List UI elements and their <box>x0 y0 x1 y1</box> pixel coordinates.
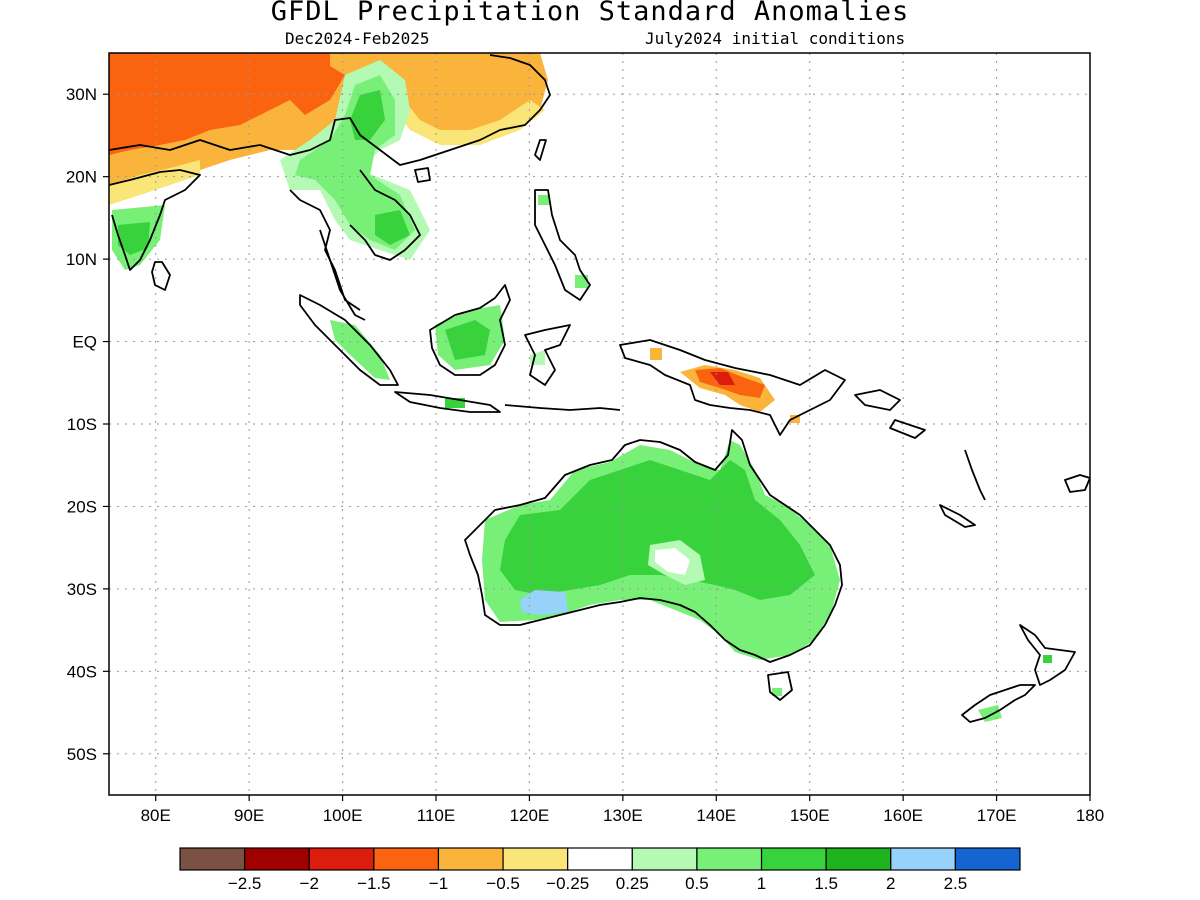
coastline-malay-peninsula <box>319 229 366 321</box>
gridlines <box>109 53 1090 795</box>
coastline-solomon <box>889 419 926 439</box>
coastline-new-caledonia <box>939 504 976 528</box>
coastline-sulawesi <box>524 324 571 386</box>
lat-tick-label: 20S <box>67 497 97 516</box>
lon-tick-label: 130E <box>603 806 643 825</box>
colorbar-swatch <box>308 847 375 871</box>
colorbar-swatch <box>373 847 440 871</box>
weak-dry-india <box>109 160 200 205</box>
coastline-india <box>109 169 201 271</box>
colorbar-swatch <box>760 847 827 871</box>
colorbar-swatch <box>954 847 1021 871</box>
lat-tick-label: 20N <box>66 168 97 187</box>
lon-tick-label: 120E <box>510 806 550 825</box>
colorbar-swatch <box>244 847 310 871</box>
lon-tick-label: 140E <box>696 806 736 825</box>
colorbar-label: −0.5 <box>486 874 520 893</box>
wet-anomaly-philippines <box>538 195 550 205</box>
lon-tick-label: 80E <box>141 806 171 825</box>
wet-anomaly-sumatra <box>330 320 390 380</box>
axis-ticks: 80E 90E 100E 110E 120E 130E 140E 150E 160E 170E 18… <box>66 85 1104 825</box>
wet-anomaly-vietnam <box>375 210 410 245</box>
dry-anomaly-papua-west <box>650 348 662 360</box>
map-title: GFDL Precipitation Standard Anomalies <box>270 0 910 27</box>
lon-tick-label: 100E <box>323 806 363 825</box>
colorbar-swatch <box>825 847 892 871</box>
colorbar-swatch <box>179 847 246 871</box>
coastline-new-guinea <box>619 339 846 436</box>
colorbar-label: −2 <box>300 874 319 893</box>
wet-anomaly-indochina-strong <box>350 90 385 140</box>
colorbar-swatch <box>631 847 698 871</box>
colorbar-swatch <box>890 847 956 871</box>
lat-tick-label: 30S <box>67 580 97 599</box>
coastline-nz-north <box>1019 624 1076 686</box>
coastline-asia <box>109 54 551 166</box>
lon-tick-label: 180 <box>1076 806 1104 825</box>
colorbar-label: −2.5 <box>228 874 262 893</box>
lon-tick-label: 150E <box>790 806 830 825</box>
lat-tick-label: 10N <box>66 250 97 269</box>
colorbar-swatch <box>437 847 504 871</box>
wet-anomaly-borneo-core <box>445 320 490 360</box>
lat-tick-label: 30N <box>66 85 97 104</box>
colorbar-label: 0.5 <box>685 874 709 893</box>
colorbar-label: 1.5 <box>814 874 838 893</box>
colorbar-label: −1.5 <box>357 874 391 893</box>
lat-tick-label: 40S <box>67 662 97 681</box>
colorbar-swatch <box>502 847 569 871</box>
colorbar: −2.5 −2 −1.5 −1 −0.5 −0.25 0.25 0.5 1 1.5 2 2.5 <box>179 847 1021 893</box>
lon-tick-label: 160E <box>883 806 923 825</box>
coastline-java <box>394 391 501 413</box>
anomaly-shading <box>109 53 1052 722</box>
wet-anomaly-indochina-core <box>295 75 415 250</box>
dry-anomaly-india <box>109 53 330 155</box>
coastline-fiji <box>1064 474 1090 493</box>
colorbar-label: 0.25 <box>616 874 649 893</box>
coastlines <box>109 54 1090 723</box>
wet-anomaly-south-india-strong <box>118 222 150 255</box>
coastline-nz-south <box>961 684 1036 723</box>
coastline-hainan <box>414 167 431 183</box>
coastline-sri-lanka <box>151 261 171 291</box>
wet-anomaly-mindanao <box>575 275 588 288</box>
lat-tick-label: 50S <box>67 745 97 764</box>
colorbar-label: 2.5 <box>944 874 968 893</box>
lon-tick-label: 110E <box>417 806 455 825</box>
dry-anomaly-himalaya <box>290 60 345 115</box>
coastline-lesser-sunda <box>504 404 621 411</box>
coastline-philippines <box>534 189 591 301</box>
lat-tick-label: EQ <box>72 333 97 352</box>
weak-anomaly-central-australia <box>655 548 690 575</box>
wet-anomaly-australia-core <box>500 460 815 600</box>
wet-anomaly-southwest-australia <box>520 590 568 615</box>
lon-tick-label: 90E <box>234 806 264 825</box>
weak-dry-band <box>395 95 545 145</box>
colorbar-label: −1 <box>429 874 448 893</box>
colorbar-label: 2 <box>886 874 895 893</box>
coastline-vanuatu <box>964 449 986 501</box>
coastline-australia <box>464 429 843 663</box>
wet-anomaly-tasmania <box>772 688 782 696</box>
colorbar-label: 1 <box>757 874 766 893</box>
colorbar-label: −0.25 <box>546 874 589 893</box>
initial-conditions: July2024 initial conditions <box>645 29 906 48</box>
forecast-period: Dec2024-Feb2025 <box>285 29 430 48</box>
dry-anomaly-new-guinea-core <box>710 372 735 385</box>
colorbar-swatch <box>567 847 633 871</box>
coastline-taiwan <box>534 139 547 161</box>
coastline-borneo <box>429 284 511 376</box>
coastline-tasmania <box>767 671 793 701</box>
wet-anomaly-new-zealand-north <box>1043 655 1052 663</box>
lon-tick-label: 170E <box>977 806 1017 825</box>
coastline-sumatra <box>299 294 399 386</box>
lat-tick-label: 10S <box>67 415 97 434</box>
coastline-new-britain <box>854 389 901 411</box>
colorbar-swatch <box>696 847 763 871</box>
